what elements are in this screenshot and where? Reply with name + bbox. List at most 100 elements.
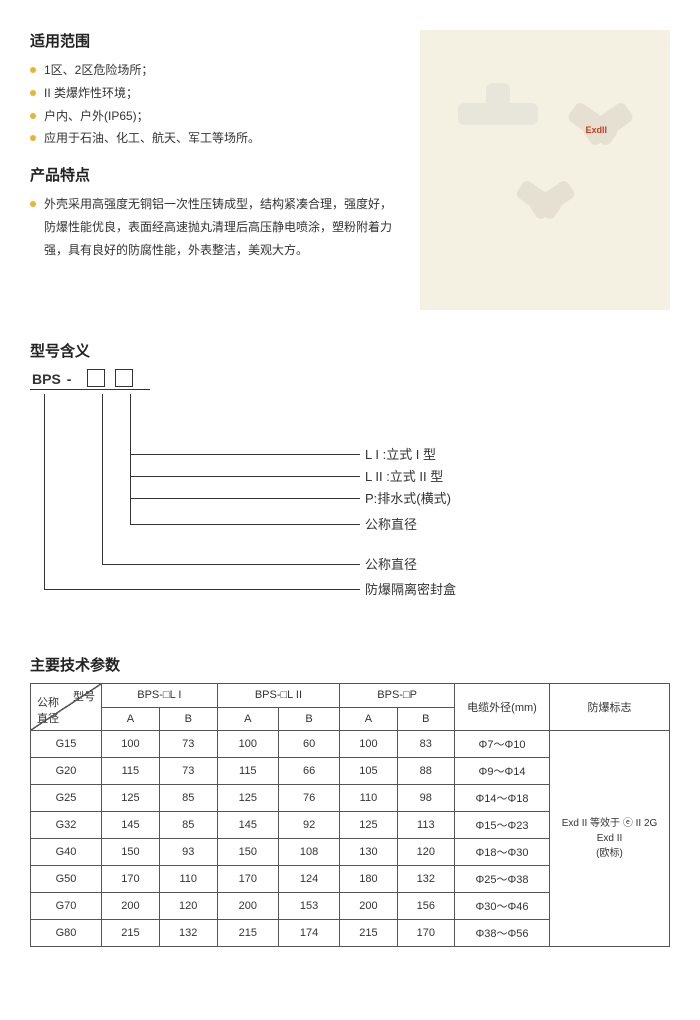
col-cable: 电缆外径(mm) [455, 684, 550, 731]
th-sub: A [217, 707, 278, 731]
diag-top-label: 型号 [73, 688, 95, 704]
cell-val: 83 [397, 731, 454, 758]
scope-item: II 类爆炸性环境； [30, 82, 400, 105]
th-sub: B [159, 707, 217, 731]
cell-val: 100 [340, 731, 397, 758]
cell-val: 145 [102, 812, 160, 839]
legend-box: 防爆隔离密封盒 [365, 581, 456, 599]
cell-val: 150 [217, 839, 278, 866]
cell-cable: Φ7～Φ10 [455, 731, 550, 758]
cell-val: 215 [340, 920, 397, 947]
scope-list: 1区、2区危险场所； II 类爆炸性环境； 户内、户外(IP65)； 应用于石油… [30, 59, 400, 150]
cell-val: 66 [278, 758, 339, 785]
cell-val: 120 [159, 893, 217, 920]
model-code-row: BPS - [30, 369, 150, 390]
scope-title: 适用范围 [30, 30, 400, 51]
cell-val: 85 [159, 785, 217, 812]
cell-val: 200 [102, 893, 160, 920]
cell-val: 124 [278, 866, 339, 893]
cell-val: 108 [278, 839, 339, 866]
model-box-1 [87, 369, 105, 387]
cell-val: 150 [102, 839, 160, 866]
cell-val: 170 [397, 920, 454, 947]
product-h-fitting-icon [458, 103, 538, 125]
legend-l1: L I :立式 I 型 [365, 446, 436, 464]
cell-val: 115 [217, 758, 278, 785]
cell-val: 215 [102, 920, 160, 947]
cell-val: 115 [102, 758, 160, 785]
diag-header-cell: 型号 公称 直径 [31, 684, 101, 730]
cell-val: 105 [340, 758, 397, 785]
model-prefix: BPS [30, 371, 63, 387]
cell-val: 110 [340, 785, 397, 812]
product-image-area: ExdII [420, 30, 670, 310]
cell-val: 100 [217, 731, 278, 758]
diag-bot-label: 公称 直径 [37, 694, 59, 726]
cell-val: 125 [217, 785, 278, 812]
cell-val: 125 [340, 812, 397, 839]
cell-val: 73 [159, 731, 217, 758]
params-title: 主要技术参数 [30, 654, 670, 675]
cell-val: 153 [278, 893, 339, 920]
ex-label: ExdII [586, 125, 608, 135]
cell-cable: Φ9～Φ14 [455, 758, 550, 785]
cell-val: 125 [102, 785, 160, 812]
table-header-row-1: 型号 公称 直径 BPS-□L I BPS-□L II BPS-□P 电缆外径(… [31, 684, 670, 708]
cell-dia: G25 [31, 785, 102, 812]
scope-item: 户内、户外(IP65)； [30, 105, 400, 128]
cell-val: 174 [278, 920, 339, 947]
features-list: 外壳采用高强度无铜铝一次性压铸成型，结构紧凑合理，强度好，防爆性能优良，表面经高… [30, 193, 400, 261]
cell-val: 93 [159, 839, 217, 866]
cell-dia: G20 [31, 758, 102, 785]
th-sub: A [340, 707, 397, 731]
cell-val: 132 [159, 920, 217, 947]
cell-cable: Φ15～Φ23 [455, 812, 550, 839]
cell-val: 98 [397, 785, 454, 812]
legend-dia: 公称直径 [365, 516, 417, 534]
cell-val: 120 [397, 839, 454, 866]
cell-val: 170 [102, 866, 160, 893]
cell-val: 145 [217, 812, 278, 839]
cell-val: 130 [340, 839, 397, 866]
product-y-fitting-icon [516, 181, 575, 235]
cell-cable: Φ30～Φ46 [455, 893, 550, 920]
model-diagram: L I :立式 I 型 L II :立式 II 型 P:排水式(横式) 公称直径… [30, 394, 670, 614]
th-sub: B [278, 707, 339, 731]
col-mark: 防爆标志 [550, 684, 670, 731]
cell-dia: G15 [31, 731, 102, 758]
cell-val: 132 [397, 866, 454, 893]
cell-dia: G40 [31, 839, 102, 866]
table-row: G15100731006010083Φ7～Φ10Exd II 等效于 ⓔ II … [31, 731, 670, 758]
legend-dia2: 公称直径 [365, 556, 417, 574]
cell-val: 200 [217, 893, 278, 920]
cell-dia: G70 [31, 893, 102, 920]
model-meaning-section: 型号含义 BPS - L I :立式 I 型 L II :立式 II 型 P:排… [30, 340, 670, 614]
params-section: 主要技术参数 型号 公称 直径 BPS-□L I BPS-□L II BPS-□… [30, 654, 670, 947]
scope-item: 1区、2区危险场所； [30, 59, 400, 82]
cell-val: 60 [278, 731, 339, 758]
cell-val: 73 [159, 758, 217, 785]
features-text: 外壳采用高强度无铜铝一次性压铸成型，结构紧凑合理，强度好，防爆性能优良，表面经高… [30, 193, 400, 261]
cell-val: 200 [340, 893, 397, 920]
cell-val: 85 [159, 812, 217, 839]
col-group: BPS-□L II [217, 684, 340, 708]
legend-p: P:排水式(横式) [365, 490, 451, 508]
cell-cable: Φ38～Φ56 [455, 920, 550, 947]
model-box-2 [115, 369, 133, 387]
th-sub: B [397, 707, 454, 731]
cell-mark: Exd II 等效于 ⓔ II 2G Exd II (欧标) [550, 731, 670, 947]
cell-cable: Φ25～Φ38 [455, 866, 550, 893]
features-title: 产品特点 [30, 164, 400, 185]
cell-val: 88 [397, 758, 454, 785]
cell-val: 92 [278, 812, 339, 839]
cell-val: 215 [217, 920, 278, 947]
cell-dia: G32 [31, 812, 102, 839]
model-dash: - [65, 371, 74, 387]
col-group: BPS-□P [340, 684, 455, 708]
cell-val: 170 [217, 866, 278, 893]
th-sub: A [102, 707, 160, 731]
cell-dia: G50 [31, 866, 102, 893]
col-group: BPS-□L I [102, 684, 218, 708]
cell-dia: G80 [31, 920, 102, 947]
cell-val: 113 [397, 812, 454, 839]
